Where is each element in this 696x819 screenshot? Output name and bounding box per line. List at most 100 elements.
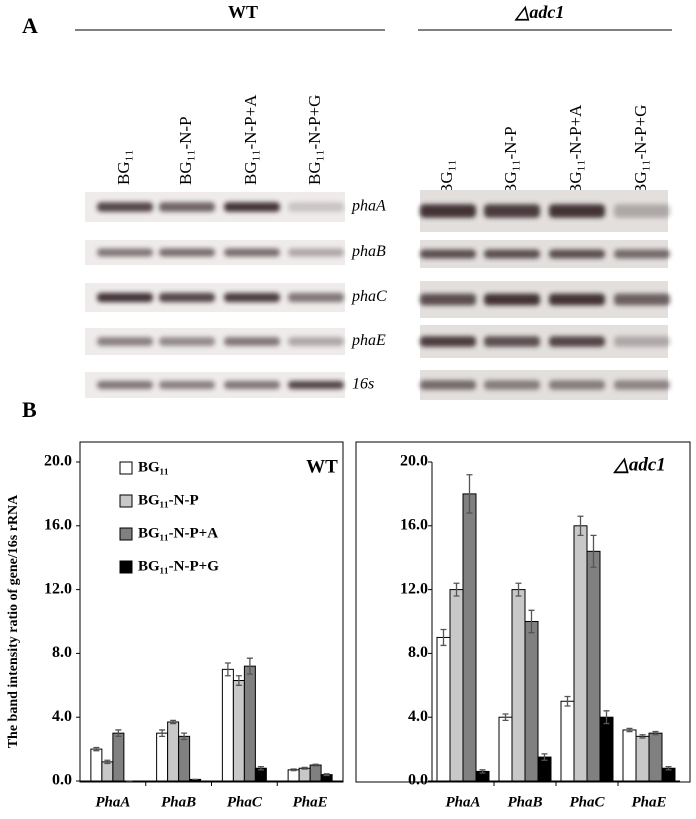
y-tick-label: 16.0	[44, 516, 72, 533]
error-bar	[466, 474, 473, 514]
x-tick-label: PhaC	[227, 794, 263, 810]
legend-label: BG₁₁-N-P+A	[138, 525, 218, 541]
bar	[560, 700, 575, 782]
gel-band	[97, 292, 153, 303]
y-tick-label: 20.0	[400, 453, 428, 470]
legend-swatch	[119, 494, 133, 508]
gel-band	[614, 336, 670, 347]
y-tick-label: 8.0	[52, 644, 72, 661]
y-tick-label: 4.0	[408, 708, 428, 725]
x-tick-label: PhaB	[161, 794, 196, 810]
gel-band	[97, 380, 153, 390]
bar	[101, 761, 114, 782]
chart-title: WT	[306, 456, 338, 477]
lane-label: BG₁₁-N-P	[176, 116, 195, 185]
error-bar	[181, 732, 188, 741]
lane-label: BG₁₁	[437, 160, 456, 195]
error-bar	[626, 727, 633, 733]
bar	[436, 636, 451, 782]
error-bar	[115, 729, 122, 737]
lane-label: BG₁₁-N-P+A	[566, 104, 585, 195]
frame	[355, 441, 691, 783]
bar	[635, 735, 650, 782]
error-bar	[515, 582, 522, 597]
error-bar	[564, 695, 571, 707]
gel-band	[224, 248, 280, 257]
lane-label: BG₁₁-N-P+A	[241, 94, 260, 185]
lane-label: BG₁₁	[114, 150, 133, 185]
gel-band	[288, 248, 344, 257]
bar	[599, 716, 614, 782]
error-bar	[170, 719, 177, 725]
gel-band	[484, 380, 540, 390]
error-bar	[301, 766, 308, 770]
x-tick-label: PhaB	[507, 794, 542, 810]
bar	[90, 748, 103, 782]
legend-swatch	[119, 560, 133, 574]
error-bar	[257, 765, 264, 771]
error-bar	[577, 515, 584, 537]
legend-swatch	[119, 461, 133, 475]
bar	[449, 589, 464, 782]
bar	[221, 668, 234, 782]
panel-label: B	[22, 397, 37, 422]
gel-band	[484, 204, 540, 218]
gel-band	[224, 337, 280, 346]
x-tick-label: PhaE	[293, 794, 328, 810]
y-tick-label: 4.0	[52, 708, 72, 725]
gel-band	[549, 336, 605, 347]
legend-label: BG₁₁	[138, 459, 169, 475]
gel-band	[420, 293, 476, 306]
gel-band	[159, 337, 215, 346]
lane-label: BG₁₁-N-P+G	[305, 95, 324, 185]
error-bar	[603, 710, 610, 725]
chart-title: △adc1	[612, 454, 666, 475]
error-bar	[290, 768, 297, 772]
error-bar	[590, 534, 597, 568]
error-bar	[440, 628, 447, 647]
y-tick-label: 16.0	[400, 516, 428, 533]
bar	[648, 732, 663, 782]
bar	[573, 525, 588, 782]
error-bar	[323, 773, 330, 777]
legend-swatch	[119, 527, 133, 541]
error-bar	[479, 769, 486, 774]
y-tick-label: 0.0	[408, 772, 428, 789]
lane-label: BG₁₁-N-P	[501, 126, 520, 195]
lane-label: BG₁₁-N-P+G	[631, 105, 650, 195]
gel-band	[549, 380, 605, 390]
gene-label: phaC	[351, 288, 387, 305]
gel-band	[614, 380, 670, 390]
gel-band	[484, 293, 540, 306]
bar	[287, 769, 300, 782]
y-tick-label: 12.0	[44, 580, 72, 597]
y-tick-label: 0.0	[52, 772, 72, 789]
bar	[498, 716, 513, 782]
y-axis-label: The band intensity ratio of gene/16s rRN…	[6, 494, 21, 748]
gene-label: phaA	[351, 198, 386, 215]
bar	[167, 721, 180, 782]
bar	[586, 550, 601, 782]
gel-band	[614, 204, 670, 218]
error-bar	[93, 746, 100, 752]
bar	[298, 767, 311, 782]
gene-label: 16s	[352, 376, 374, 393]
bar	[462, 493, 477, 782]
legend-label: BG₁₁-N-P	[138, 492, 199, 508]
gel-band	[288, 380, 344, 390]
gel-band	[614, 293, 670, 306]
error-bar	[502, 713, 509, 722]
gel-band	[484, 249, 540, 259]
bar	[243, 665, 256, 782]
bar	[178, 735, 191, 782]
bar	[112, 732, 125, 782]
gel-band	[97, 248, 153, 257]
gel-band	[420, 336, 476, 347]
error-bar	[104, 759, 111, 765]
gel-band	[420, 380, 476, 390]
gel-band	[288, 202, 344, 212]
x-tick-label: PhaC	[569, 794, 605, 810]
bar	[309, 764, 322, 782]
error-bar	[528, 609, 535, 634]
